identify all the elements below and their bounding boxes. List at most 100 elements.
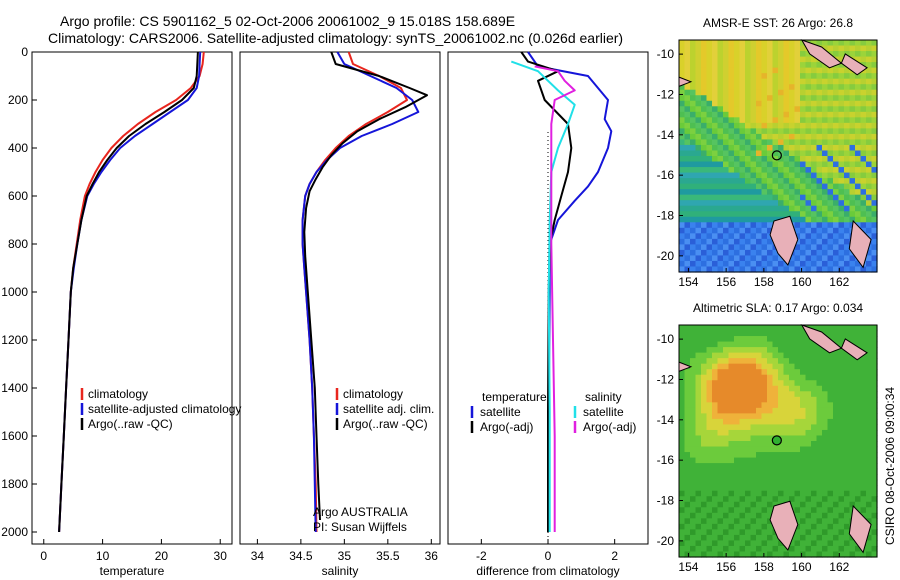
field-cell: [871, 128, 878, 135]
field-cell: [805, 161, 812, 168]
field-cell: [816, 89, 823, 96]
field-cell: [679, 452, 686, 459]
field-cell: [679, 380, 686, 387]
field-cell: [866, 40, 873, 47]
field-cell: [695, 216, 702, 223]
field-cell: [728, 249, 735, 257]
field-cell: [794, 485, 801, 492]
field-cell: [706, 523, 713, 530]
field-cell: [684, 172, 691, 179]
field-cell: [679, 205, 686, 212]
field-cell: [816, 402, 823, 409]
field-cell: [712, 341, 719, 348]
field-cell: [783, 73, 790, 80]
salinity-x-axis-label: salinity: [322, 564, 359, 578]
field-cell: [816, 374, 823, 381]
field-cell: [717, 336, 724, 343]
field-cell: [866, 62, 873, 69]
field-cell: [712, 56, 719, 63]
field-cell: [789, 474, 796, 481]
field-cell: [706, 128, 713, 135]
field-cell: [712, 485, 719, 492]
field-cell: [789, 496, 796, 503]
field-cell: [695, 352, 702, 359]
field-cell: [756, 385, 763, 392]
field-cell: [684, 380, 691, 387]
field-cell: [717, 216, 724, 223]
field-cell: [767, 545, 774, 553]
field-cell: [816, 468, 823, 475]
field-cell: [827, 100, 834, 107]
field-cell: [712, 396, 719, 403]
field-cell: [739, 336, 746, 343]
field-cell: [822, 363, 829, 370]
field-cell: [849, 189, 856, 196]
field-cell: [866, 540, 873, 547]
field-cell: [679, 463, 686, 470]
field-cell: [745, 523, 752, 530]
field-cell: [701, 341, 708, 348]
field-cell: [701, 189, 708, 196]
field-cell: [816, 117, 823, 124]
field-cell: [822, 150, 829, 157]
field-cell: [866, 457, 873, 464]
field-cell: [811, 144, 818, 152]
field-cell: [761, 62, 768, 69]
field-cell: [783, 111, 790, 118]
field-cell: [800, 183, 807, 190]
field-cell: [822, 479, 829, 486]
field-cell: [844, 211, 851, 218]
field-cell: [695, 244, 702, 251]
field-cell: [728, 501, 735, 508]
field-cell: [805, 244, 812, 251]
field-cell: [871, 540, 878, 547]
field-cell: [728, 485, 735, 492]
field-cell: [855, 178, 862, 185]
field-cell: [756, 396, 763, 403]
field-cell: [849, 441, 856, 448]
field-cell: [745, 441, 752, 448]
field-cell: [745, 233, 752, 240]
field-cell: [871, 67, 878, 74]
field-cell: [728, 40, 735, 47]
field-cell: [838, 266, 845, 273]
x-tick-label: 158: [754, 275, 774, 289]
field-cell: [767, 325, 774, 332]
x-tick-label: 35.5: [376, 549, 400, 563]
field-cell: [750, 167, 757, 174]
field-cell: [811, 441, 818, 448]
field-cell: [844, 529, 851, 536]
field-cell: [756, 352, 763, 359]
field-cell: [827, 468, 834, 475]
field-cell: [794, 352, 801, 359]
field-cell: [816, 255, 823, 262]
field-cell: [811, 413, 818, 420]
field-cell: [783, 396, 790, 403]
field-cell: [833, 128, 840, 135]
field-cell: [761, 189, 768, 196]
field-cell: [756, 435, 763, 442]
field-cell: [723, 534, 730, 542]
field-cell: [679, 407, 686, 414]
field-cell: [816, 363, 823, 370]
field-cell: [684, 507, 691, 514]
field-cell: [734, 336, 741, 343]
field-cell: [706, 363, 713, 370]
field-cell: [739, 463, 746, 470]
field-cell: [827, 374, 834, 381]
field-cell: [679, 161, 686, 168]
field-cell: [684, 67, 691, 74]
field-cell: [750, 352, 757, 359]
field-cell: [734, 452, 741, 459]
field-cell: [728, 183, 735, 190]
field-cell: [805, 205, 812, 212]
field-cell: [684, 463, 691, 470]
field-cell: [838, 205, 845, 212]
field-cell: [690, 363, 697, 370]
field-cell: [723, 325, 730, 332]
field-cell: [805, 518, 812, 525]
field-cell: [684, 89, 691, 96]
field-cell: [844, 385, 851, 392]
field-cell: [706, 189, 713, 196]
field-cell: [728, 413, 735, 420]
